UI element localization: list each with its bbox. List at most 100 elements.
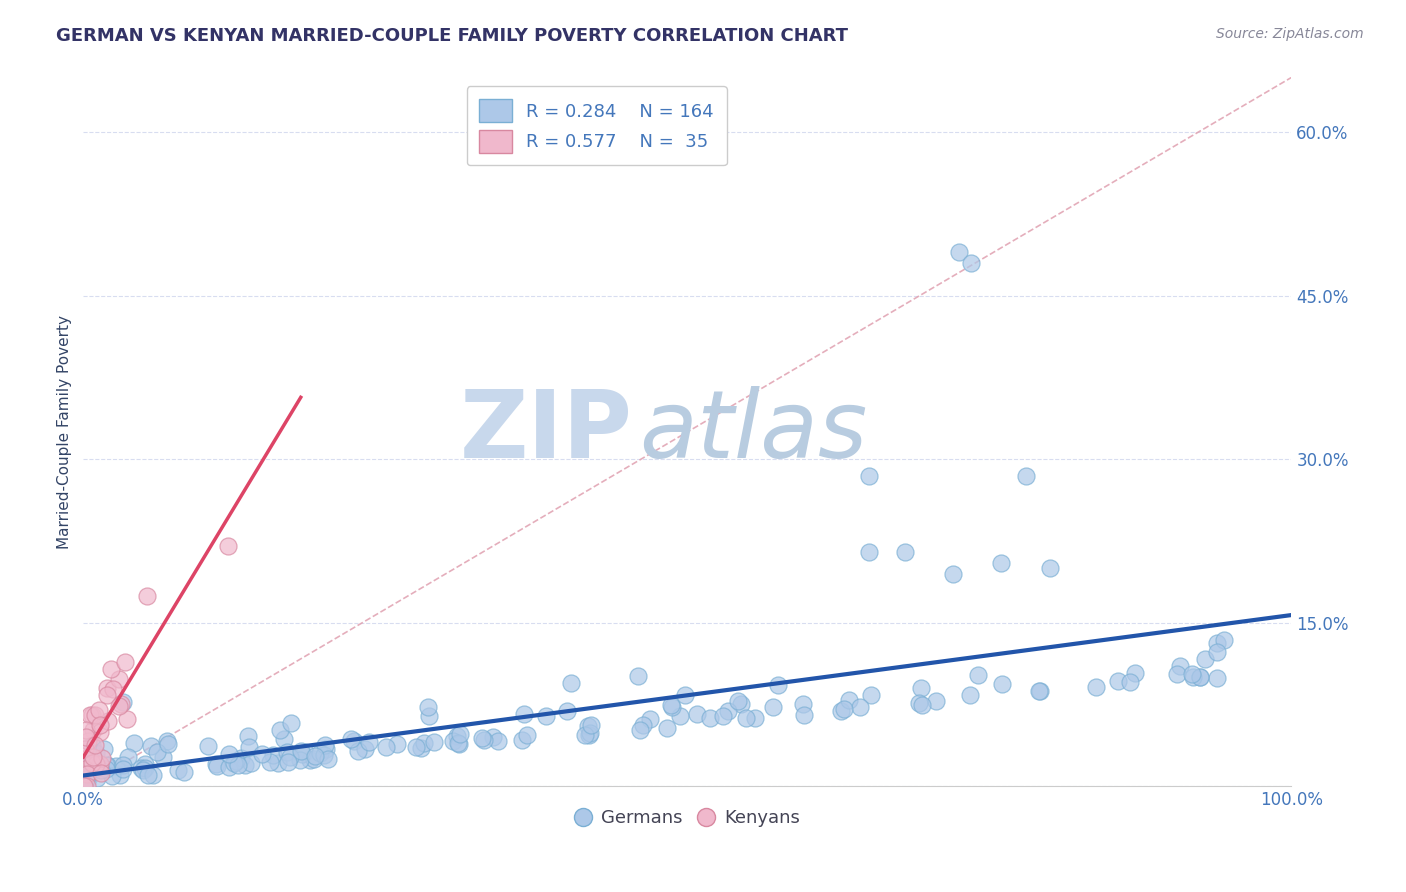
Point	[1123, 665, 1146, 680]
Point	[82, 723, 104, 737]
Point	[94, 762, 117, 776]
Point	[472, 733, 495, 747]
Point	[218, 747, 240, 761]
Point	[83, 708, 105, 723]
Point	[84, 746, 107, 760]
Point	[94, 757, 117, 772]
Point	[911, 698, 934, 712]
Point	[1107, 673, 1129, 688]
Point	[1205, 636, 1227, 650]
Point	[513, 707, 536, 722]
Point	[111, 695, 134, 709]
Point	[288, 753, 311, 767]
Legend: Germans, Kenyans: Germans, Kenyans	[567, 802, 807, 834]
Point	[627, 669, 650, 683]
Point	[91, 751, 114, 765]
Point	[793, 707, 815, 722]
Point	[1028, 683, 1050, 698]
Point	[104, 758, 127, 772]
Point	[235, 758, 257, 772]
Point	[87, 703, 110, 717]
Point	[96, 688, 118, 702]
Point	[173, 764, 195, 779]
Point	[90, 763, 112, 777]
Point	[1085, 680, 1108, 694]
Point	[924, 694, 946, 708]
Point	[959, 688, 981, 702]
Point	[409, 741, 432, 756]
Point	[225, 754, 247, 768]
Point	[82, 738, 104, 752]
Point	[145, 745, 167, 759]
Point	[86, 771, 108, 785]
Point	[766, 678, 789, 692]
Text: ZIP: ZIP	[460, 386, 633, 478]
Point	[108, 698, 131, 713]
Point	[76, 750, 98, 764]
Point	[579, 725, 602, 739]
Point	[762, 700, 785, 714]
Point	[89, 725, 111, 739]
Point	[446, 730, 468, 744]
Point	[114, 655, 136, 669]
Point	[103, 682, 125, 697]
Point	[226, 758, 249, 772]
Point	[510, 732, 533, 747]
Point	[136, 589, 159, 603]
Point	[792, 697, 814, 711]
Point	[1168, 659, 1191, 673]
Point	[1206, 645, 1229, 659]
Point	[669, 709, 692, 723]
Text: GERMAN VS KENYAN MARRIED-COUPLE FAMILY POVERTY CORRELATION CHART: GERMAN VS KENYAN MARRIED-COUPLE FAMILY P…	[56, 27, 848, 45]
Point	[108, 673, 131, 687]
Point	[229, 750, 252, 764]
Point	[579, 717, 602, 731]
Point	[838, 693, 860, 707]
Point	[156, 737, 179, 751]
Point	[735, 711, 758, 725]
Point	[699, 710, 721, 724]
Point	[77, 733, 100, 747]
Point	[218, 760, 240, 774]
Point	[834, 702, 856, 716]
Point	[124, 736, 146, 750]
Point	[849, 700, 872, 714]
Point	[204, 756, 226, 771]
Point	[966, 668, 988, 682]
Point	[730, 697, 752, 711]
Point	[578, 719, 600, 733]
Point	[449, 727, 471, 741]
Point	[357, 735, 380, 749]
Point	[302, 752, 325, 766]
Point	[238, 729, 260, 743]
Point	[75, 741, 97, 756]
Point	[1205, 671, 1227, 685]
Point	[314, 738, 336, 752]
Point	[711, 709, 734, 723]
Point	[278, 750, 301, 764]
Point	[76, 767, 98, 781]
Point	[340, 731, 363, 746]
Point	[1166, 667, 1188, 681]
Point	[80, 708, 103, 723]
Point	[1188, 670, 1211, 684]
Point	[308, 746, 330, 760]
Point	[859, 689, 882, 703]
Point	[412, 736, 434, 750]
Point	[269, 723, 291, 738]
Point	[136, 768, 159, 782]
Text: atlas: atlas	[640, 386, 868, 477]
Point	[291, 747, 314, 762]
Point	[894, 545, 917, 559]
Point	[100, 662, 122, 676]
Point	[84, 756, 107, 771]
Point	[673, 688, 696, 702]
Point	[112, 762, 135, 776]
Point	[640, 712, 662, 726]
Point	[347, 744, 370, 758]
Point	[82, 749, 104, 764]
Point	[942, 566, 965, 581]
Point	[73, 766, 96, 780]
Point	[75, 730, 97, 744]
Point	[486, 733, 509, 747]
